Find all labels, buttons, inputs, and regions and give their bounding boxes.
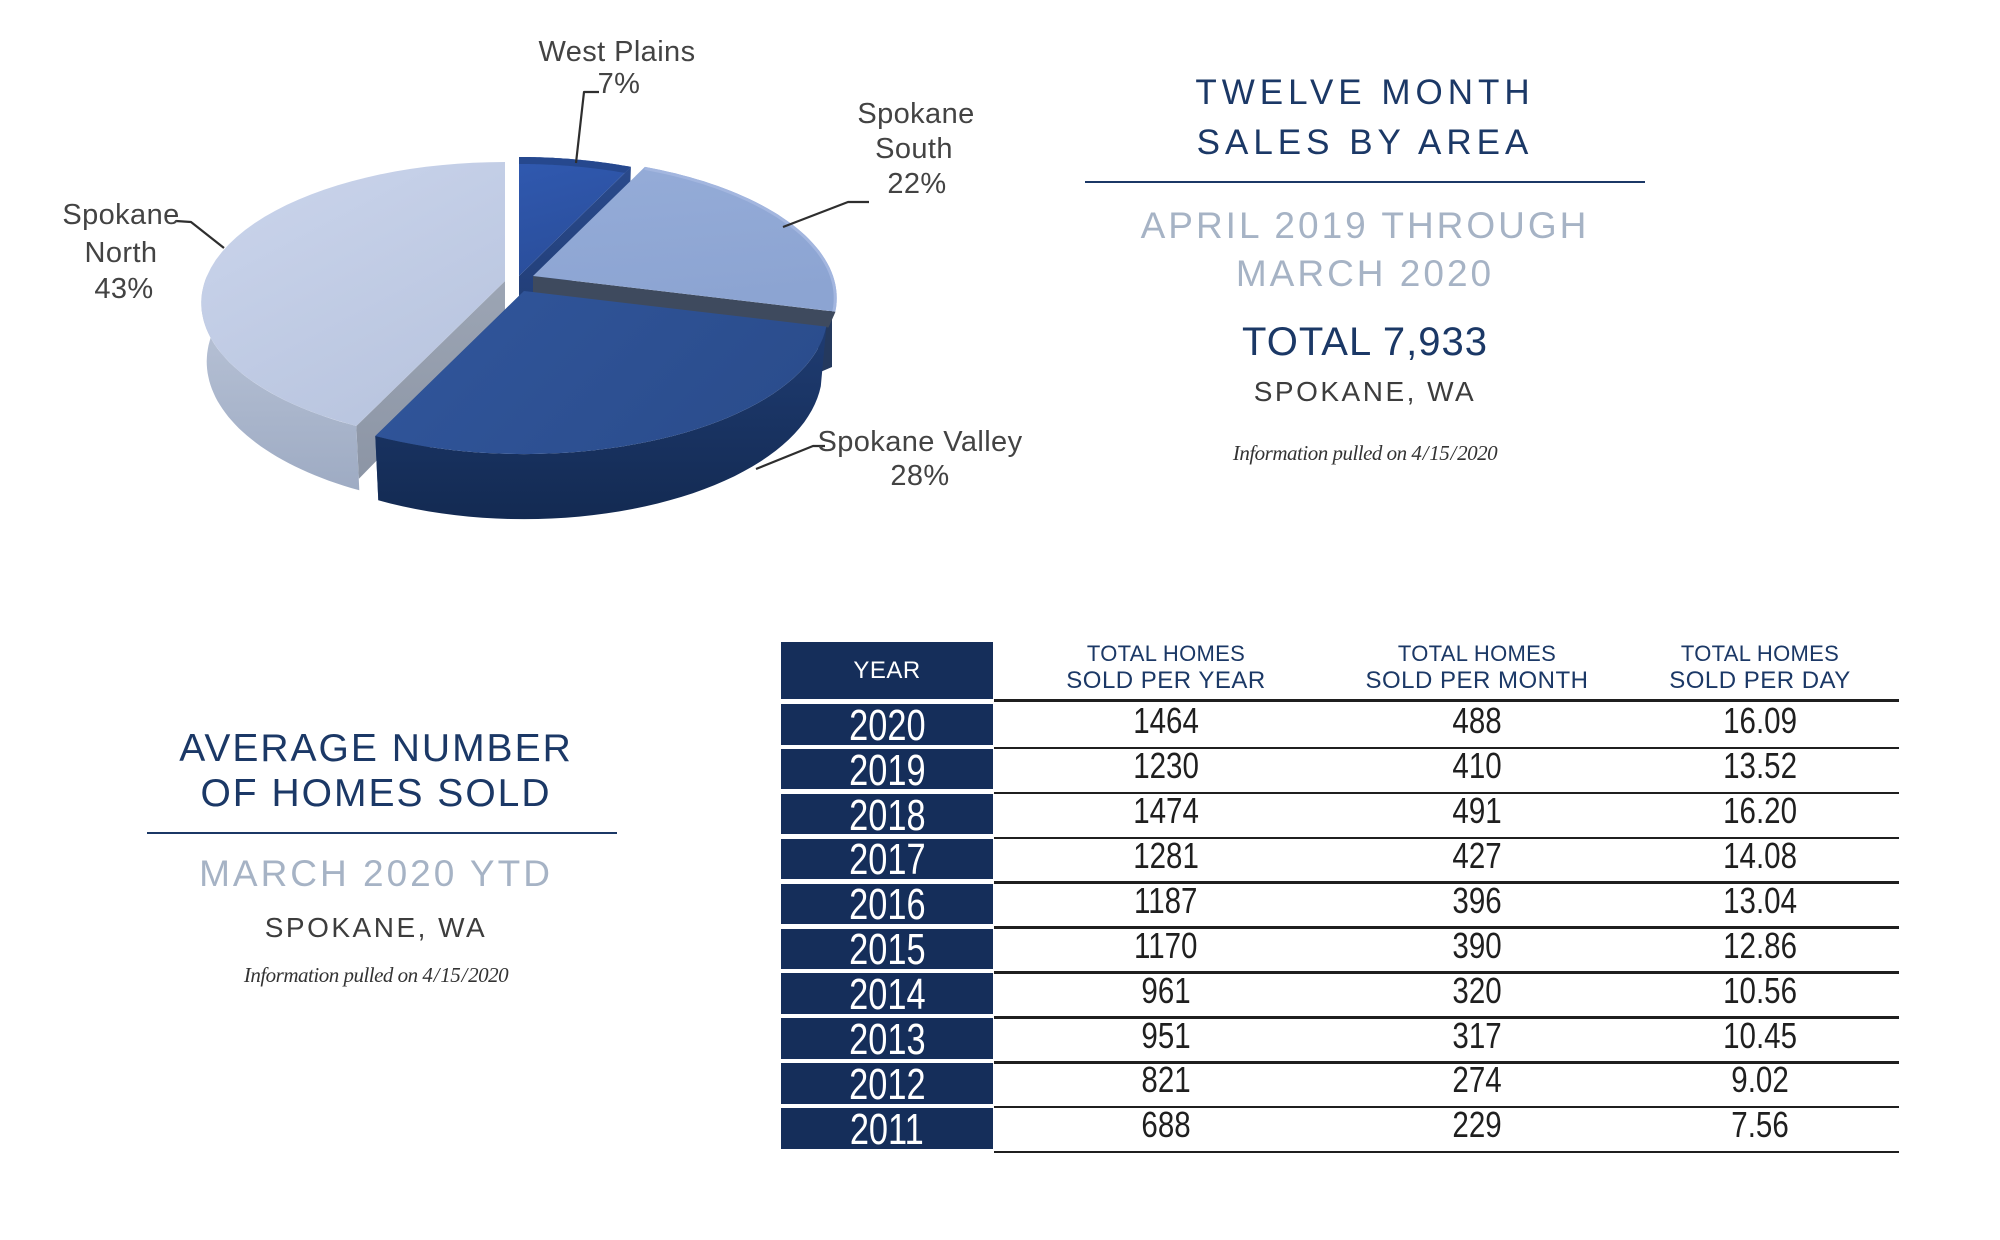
svg-text:7%: 7% bbox=[598, 68, 641, 100]
svg-text:43%: 43% bbox=[94, 273, 153, 305]
svg-text:North: North bbox=[85, 237, 158, 269]
svg-text:West Plains: West Plains bbox=[539, 36, 696, 68]
svg-text:Spokane: Spokane bbox=[857, 98, 974, 130]
svg-text:South: South bbox=[875, 133, 953, 165]
svg-text:22%: 22% bbox=[887, 168, 946, 200]
svg-text:Spokane Valley: Spokane Valley bbox=[818, 426, 1023, 458]
svg-text:28%: 28% bbox=[890, 460, 949, 492]
svg-text:Spokane: Spokane bbox=[62, 199, 179, 231]
